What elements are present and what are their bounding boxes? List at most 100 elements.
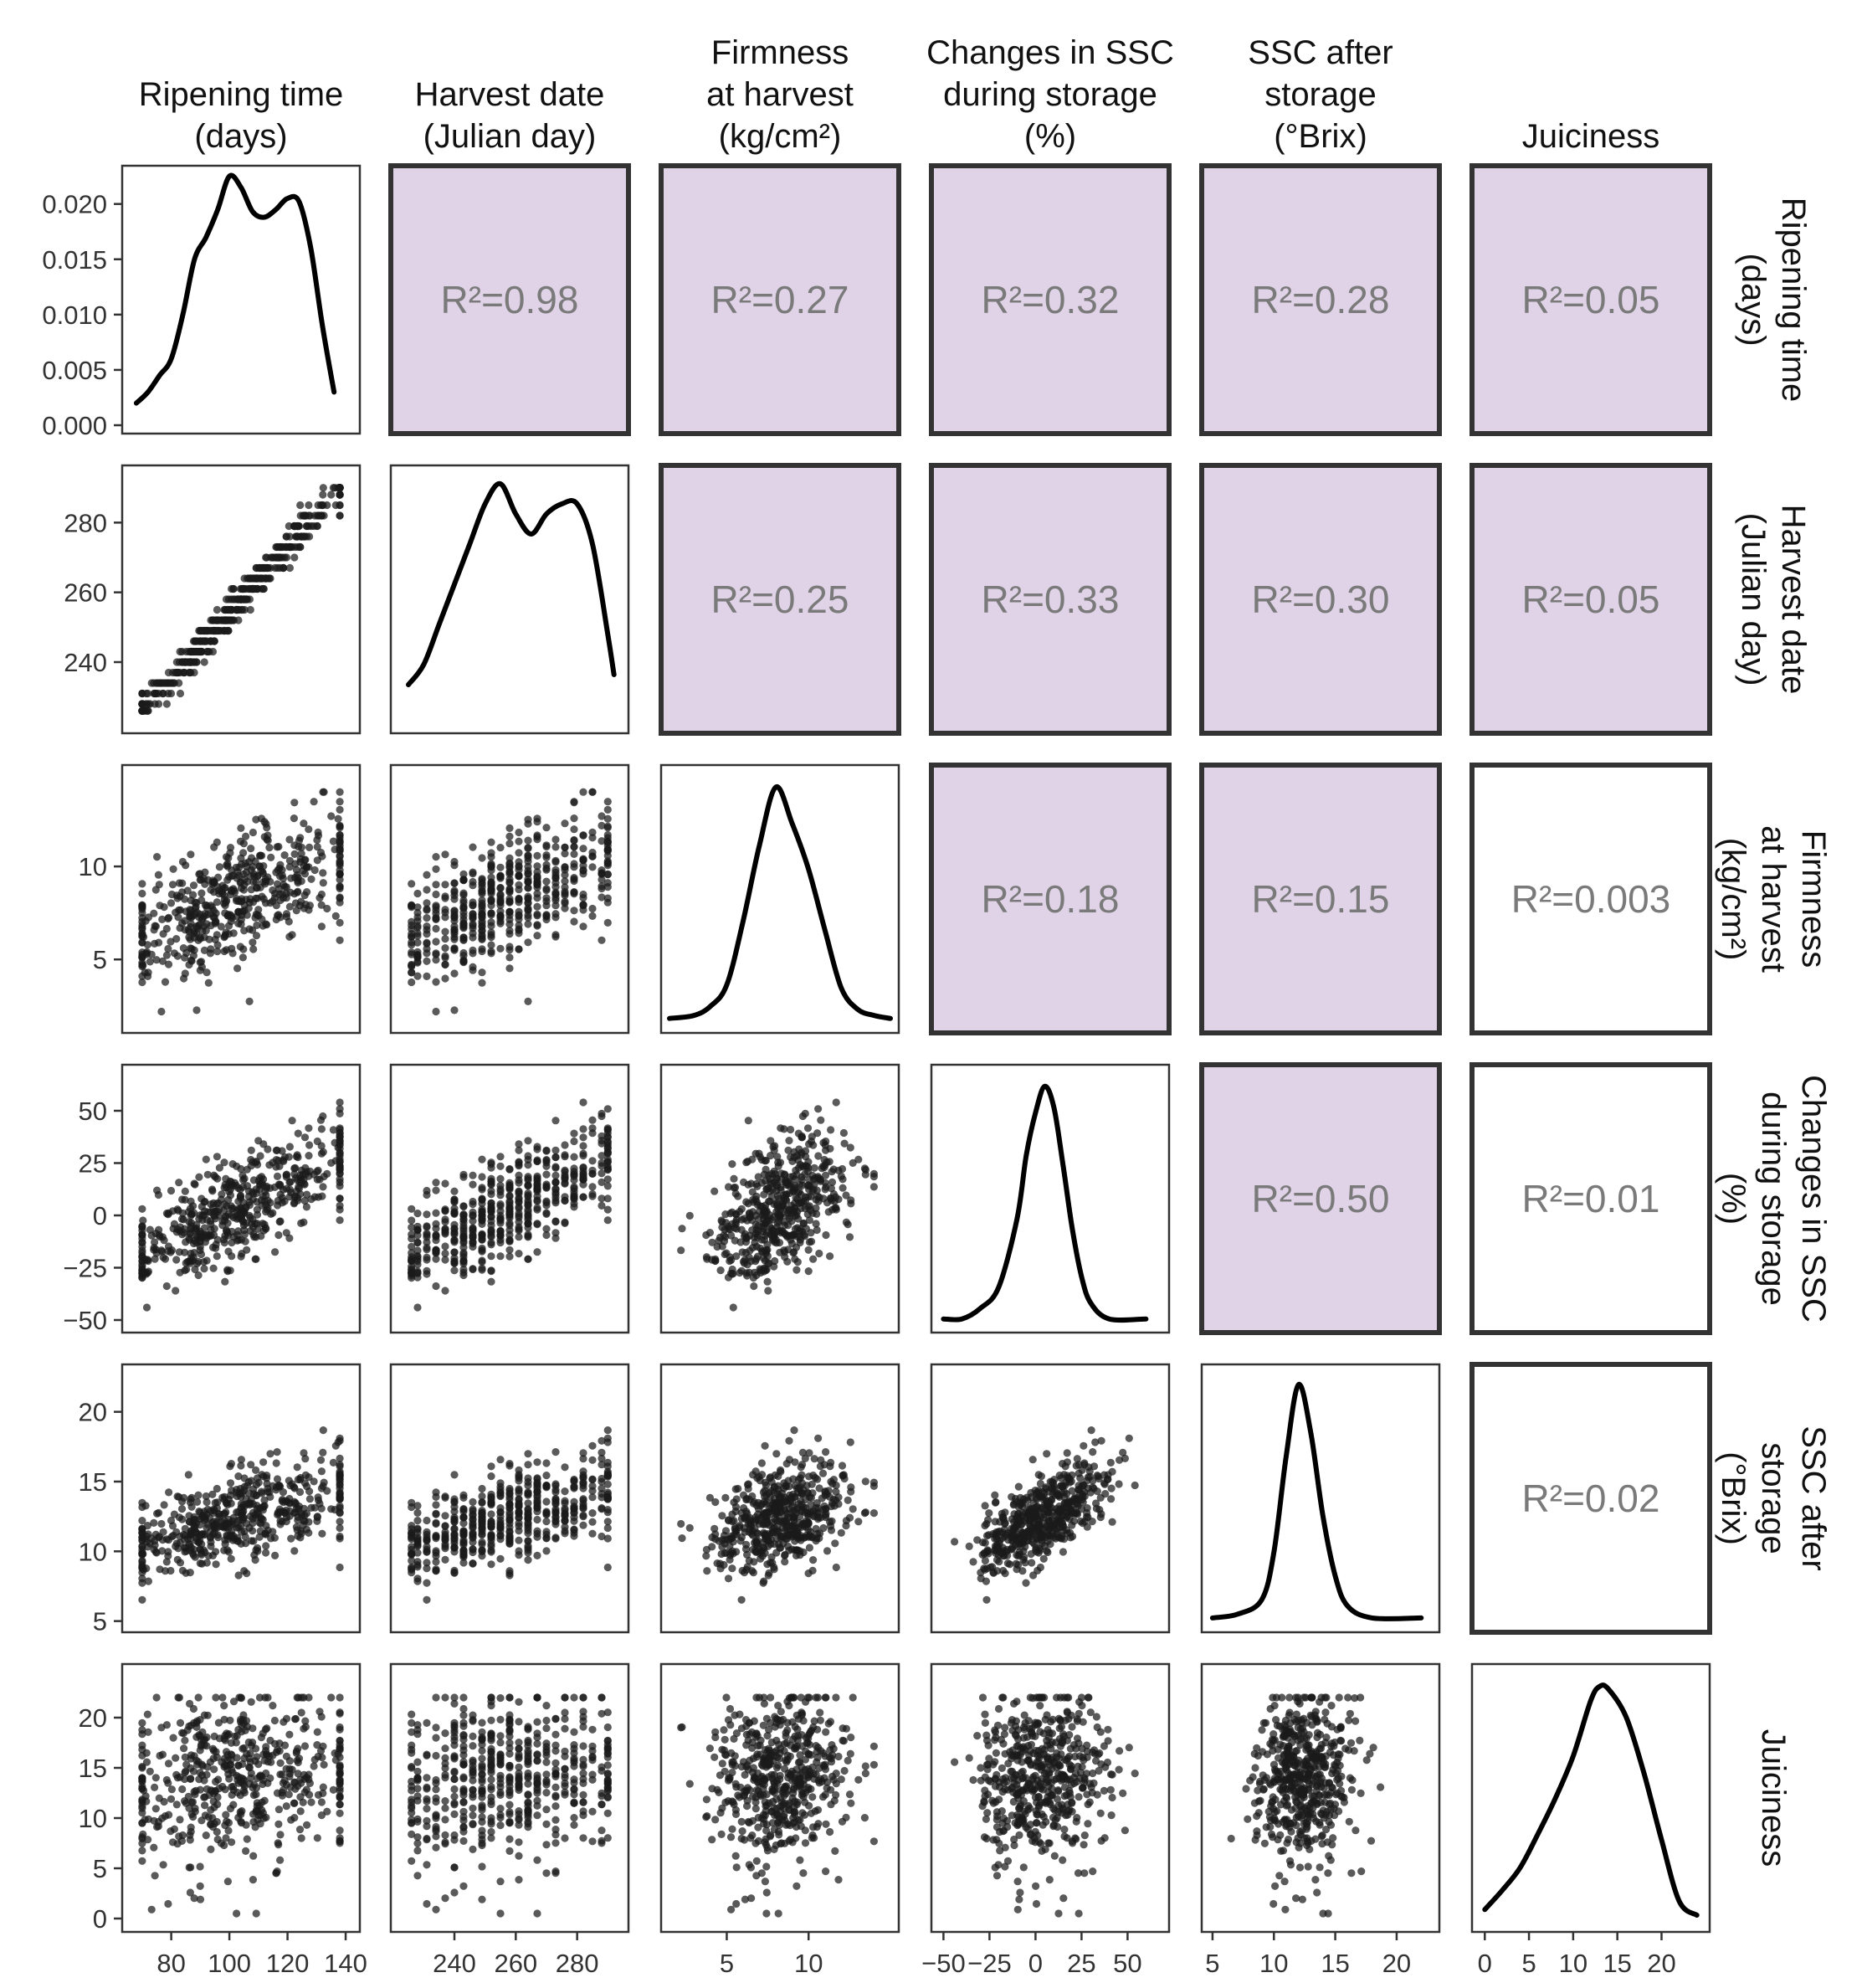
scatter-point — [295, 1130, 302, 1138]
scatter-point — [817, 1456, 824, 1464]
scatter-point — [441, 1242, 449, 1250]
scatter-point — [254, 1474, 261, 1482]
scatter-point — [515, 1547, 522, 1554]
scatter-point — [478, 854, 485, 861]
scatter-point — [213, 898, 221, 906]
scatter-point — [150, 910, 157, 917]
scatter-point — [774, 1472, 782, 1480]
scatter-point — [742, 1541, 750, 1549]
scatter-point — [588, 1193, 596, 1200]
scatter-point — [762, 1442, 769, 1450]
scatter-point — [765, 1508, 772, 1516]
scatter-point — [817, 1117, 824, 1124]
scatter-point — [336, 1493, 344, 1501]
scatter-point — [1059, 1548, 1067, 1555]
scatter-point — [686, 1212, 694, 1220]
scatter-point — [744, 1481, 751, 1488]
scatter-point — [487, 1520, 495, 1528]
scatter-point — [854, 1518, 862, 1525]
scatter-point — [551, 1229, 559, 1236]
scatter-point — [478, 1236, 485, 1244]
scatter-point — [524, 1450, 531, 1457]
scatter-point — [293, 866, 300, 874]
scatter-point — [274, 1173, 281, 1180]
scatter-point — [317, 501, 325, 509]
scatter-point — [478, 1265, 485, 1272]
scatter-point — [814, 1435, 822, 1442]
scatter-point — [213, 948, 221, 955]
scatter-point — [432, 1534, 439, 1542]
scatter-point — [469, 1524, 476, 1532]
correlation-panel-firmness-juiciness: R²=0.003 — [1472, 765, 1710, 1033]
scatter-point — [163, 952, 171, 959]
r-squared-label: R²=0.50 — [1252, 1177, 1390, 1220]
scatter-point — [718, 1512, 726, 1519]
scatter-point — [203, 1216, 211, 1224]
scatter-point — [172, 1287, 179, 1294]
scatter-point — [178, 1195, 186, 1203]
scatter-point — [266, 1450, 274, 1457]
scatter-point — [234, 1198, 242, 1205]
scatter-point — [332, 912, 340, 920]
scatter-point — [604, 806, 612, 814]
scatter-point — [281, 851, 289, 859]
scatter-point — [259, 1458, 267, 1466]
scatter-point — [505, 964, 513, 972]
scatter-point — [478, 948, 485, 955]
scatter-point — [732, 1485, 740, 1492]
scatter-point — [336, 1564, 344, 1571]
scatter-point — [432, 907, 439, 914]
scatter-point — [413, 1509, 421, 1517]
scatter-point — [306, 1495, 314, 1503]
scatter-point — [221, 948, 228, 955]
scatter-point — [487, 1472, 495, 1480]
scatter-point — [604, 1426, 612, 1434]
scatter-point — [238, 860, 245, 868]
scatter-point — [588, 863, 596, 871]
scatter-point — [598, 1533, 605, 1540]
scatter-point — [677, 1520, 685, 1528]
scatter-point — [164, 1210, 172, 1218]
scatter-point — [809, 1256, 817, 1263]
scatter-point — [252, 1256, 259, 1263]
scatter-point — [164, 1247, 172, 1255]
scatter-point — [413, 1528, 421, 1536]
scatter-point — [423, 1596, 430, 1604]
scatter-point — [157, 1246, 165, 1254]
scatter-point — [286, 903, 294, 911]
scatter-point — [138, 1263, 146, 1271]
scatter-point — [542, 1171, 550, 1179]
scatter-point — [812, 1474, 819, 1482]
scatter-point — [203, 1559, 211, 1566]
scatter-point — [847, 1488, 854, 1496]
scatter-point — [271, 1248, 279, 1256]
scatter-point — [191, 1181, 198, 1189]
scatter-point — [220, 1496, 228, 1503]
scatter-point — [748, 1226, 756, 1234]
scatter-point — [423, 1210, 430, 1218]
scatter-point — [239, 907, 246, 915]
scatter-point — [478, 1156, 485, 1164]
scatter-point — [164, 915, 172, 922]
scatter-point — [138, 1253, 146, 1261]
scatter-point — [297, 532, 305, 540]
scatter-point — [261, 1502, 269, 1509]
scatter-point — [441, 1225, 449, 1233]
scatter-point — [732, 1210, 740, 1218]
scatter-point — [751, 1547, 759, 1554]
scatter-point — [233, 1537, 241, 1544]
scatter-point — [247, 1461, 254, 1468]
scatter-point — [432, 1510, 439, 1518]
scatter-point — [195, 1539, 203, 1546]
scatter-point — [515, 945, 522, 953]
scatter-point — [318, 891, 326, 898]
scatter-point — [332, 501, 340, 509]
scatter-point — [802, 1504, 809, 1512]
scatter-point — [258, 814, 265, 822]
scatter-point — [213, 1485, 221, 1492]
scatter-point — [336, 866, 344, 874]
scatter-point — [307, 876, 315, 883]
scatter-point — [579, 1455, 587, 1462]
scatter-point — [289, 1117, 296, 1124]
scatter-point — [450, 1260, 458, 1267]
